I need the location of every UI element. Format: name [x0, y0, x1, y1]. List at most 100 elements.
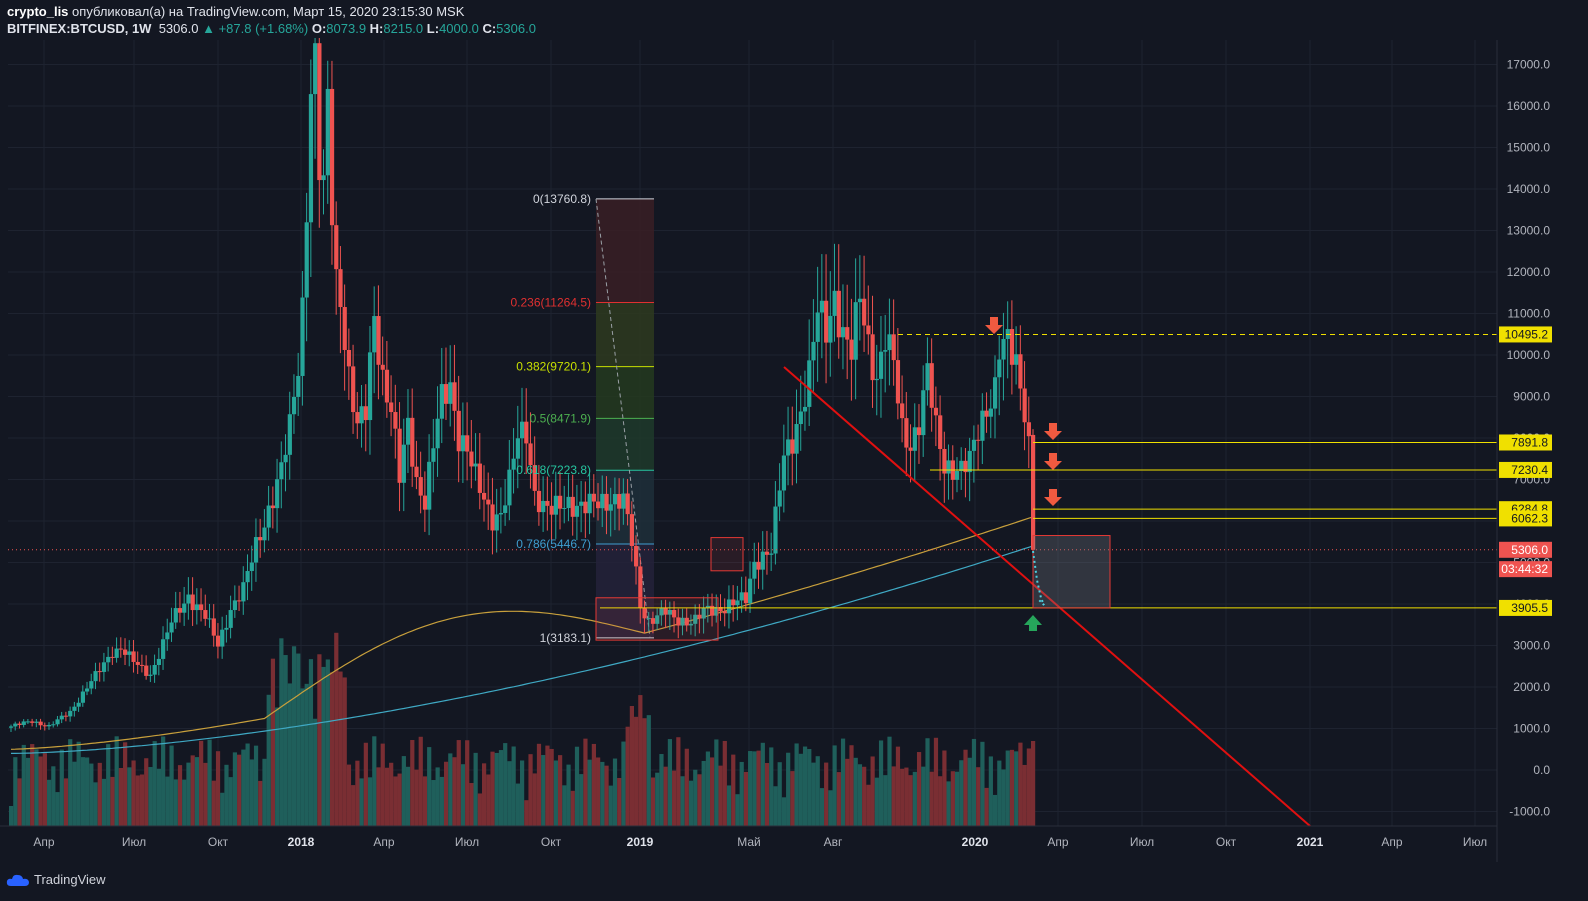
candle-body — [836, 290, 841, 338]
candle-body — [376, 316, 381, 365]
candle-body — [714, 607, 719, 616]
candle-body — [1009, 329, 1015, 365]
candle-body — [697, 614, 702, 619]
volume-bar — [967, 757, 972, 826]
volume-bar — [659, 754, 664, 826]
candle-body — [279, 462, 284, 480]
volume-bar — [752, 751, 757, 826]
candle-body — [840, 327, 846, 338]
volume-bar — [866, 784, 871, 826]
volume-bar — [705, 751, 711, 826]
candle-body — [667, 609, 673, 615]
candle-body — [562, 508, 567, 510]
volume-bar — [279, 638, 284, 826]
volume-bar — [76, 741, 81, 826]
candle-body — [59, 715, 64, 720]
volume-bar — [688, 780, 694, 826]
price-label-badge — [1499, 541, 1552, 558]
volume-bar — [739, 761, 744, 826]
volume-bar — [123, 742, 128, 826]
candle-body — [296, 375, 301, 397]
candle-body — [139, 664, 145, 666]
candle-body — [321, 175, 326, 181]
volume-bar — [304, 683, 309, 826]
volume-bar — [786, 752, 791, 826]
volume-bar — [608, 785, 613, 826]
price-tick-label: 16000.0 — [1507, 99, 1551, 113]
time-tick-label: Июл — [1463, 835, 1487, 849]
volume-bar — [410, 740, 415, 826]
volume-bar — [418, 736, 423, 826]
volume-bar — [13, 757, 18, 826]
price-tick-label: 14000.0 — [1507, 182, 1551, 196]
candle-body — [237, 600, 242, 602]
volume-bar — [199, 740, 204, 826]
volume-bar — [520, 760, 525, 826]
symbol-name[interactable]: BITFINEX:BTCUSD, 1W — [7, 21, 152, 36]
volume-bar — [72, 761, 77, 826]
time-tick-label: Авг — [824, 835, 843, 849]
candle-body — [427, 461, 432, 510]
volume-bar — [427, 747, 432, 826]
candle-body — [790, 439, 795, 454]
volume-bar — [161, 736, 166, 826]
volume-bar — [313, 718, 318, 826]
candle-body — [655, 615, 660, 624]
volume-bar — [693, 769, 698, 826]
candle-body — [47, 724, 52, 727]
time-tick-label: Июл — [1130, 835, 1154, 849]
price-label-text: 7891.8 — [1511, 435, 1548, 449]
time-axis[interactable]: Апр Июл Окт 2018 Апр Июл Окт 2019 Май Авг 2020 Апр И… — [0, 825, 1497, 849]
candle-body — [528, 443, 533, 466]
candle-body — [916, 427, 922, 436]
volume-bar — [55, 792, 60, 826]
volume-bar — [832, 745, 837, 826]
volume-bar — [211, 780, 216, 826]
candle-body — [600, 493, 605, 509]
candle-body — [684, 617, 689, 626]
price-tick-label: -1000.0 — [1509, 805, 1550, 819]
candle-body — [722, 611, 727, 614]
price-tick-label: 1000.0 — [1513, 722, 1550, 736]
author-name[interactable]: crypto_lis — [7, 4, 69, 19]
volume-bar — [190, 755, 195, 826]
candle-body — [21, 721, 26, 725]
candle-body — [456, 410, 461, 452]
high-label: H: — [369, 21, 384, 36]
volume-bar — [743, 771, 749, 826]
candle-body — [76, 702, 81, 707]
volume-bar — [384, 767, 390, 826]
price-axis[interactable]: 17000.0 16000.0 15000.0 14000.0 13000.0 12000… — [1496, 40, 1552, 862]
volume-bar — [904, 767, 909, 826]
volume-bar — [1026, 748, 1031, 826]
candle-body — [393, 412, 398, 429]
low-label: L: — [426, 21, 440, 36]
volume-bar — [925, 738, 930, 826]
volume-bar — [465, 740, 470, 826]
candle-body — [520, 421, 525, 439]
tradingview-logo[interactable]: TradingView — [6, 872, 106, 887]
candle-body — [853, 302, 858, 360]
candle-body — [536, 490, 542, 513]
fib-trend-line — [595, 198, 651, 638]
volume-bar — [916, 752, 922, 826]
candle-body — [313, 43, 318, 95]
candle-body — [169, 622, 174, 633]
volume-bar — [815, 756, 820, 826]
footer: TradingView — [0, 862, 1588, 901]
candle-body — [93, 671, 98, 682]
candle-body — [42, 725, 47, 727]
volume-bar — [959, 760, 964, 826]
descending-trendline — [783, 366, 1311, 827]
candle-body — [764, 551, 770, 555]
time-tick-label: Апр — [373, 835, 395, 849]
candle-body — [359, 406, 364, 424]
candle-body — [1018, 354, 1023, 389]
volume-bar — [275, 707, 280, 826]
projection-box — [1032, 535, 1111, 609]
volume-bar — [262, 758, 267, 826]
volume-bar — [321, 666, 326, 826]
candle-body — [862, 298, 867, 326]
candle-body — [574, 505, 580, 517]
